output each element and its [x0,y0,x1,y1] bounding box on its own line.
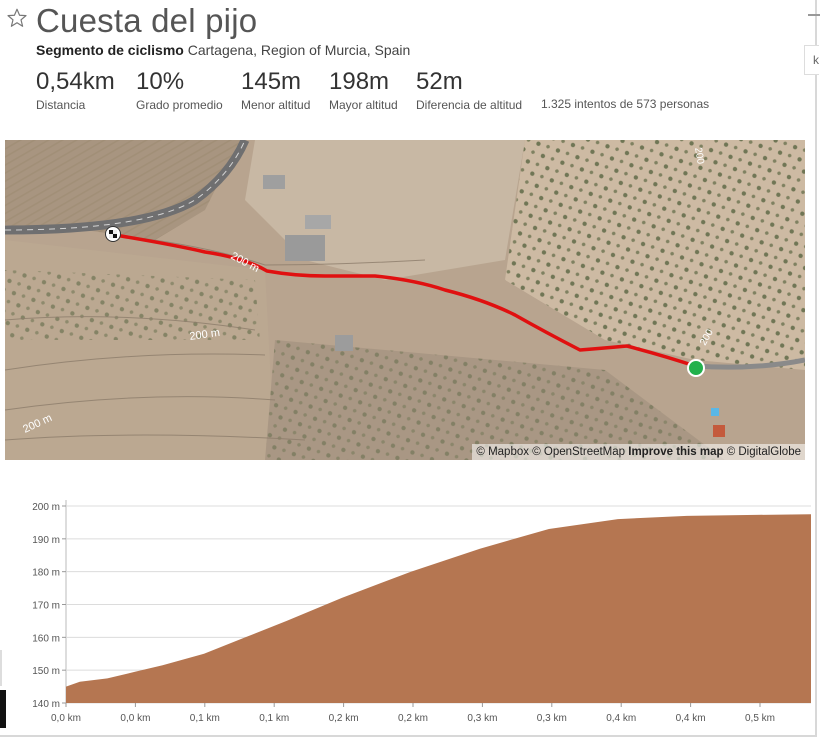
stat-label: Grado promedio [136,98,223,112]
x-tick-label: 0,0 km [51,713,81,724]
x-tick-label: 0,5 km [745,713,775,724]
x-tick-label: 0,4 km [676,713,706,724]
elevation-profile-chart: 140 m 150 m 160 m 170 m 180 m 190 m 200 m 0,0 … [0,488,823,741]
stat-max-altitude: 198m Mayor altitud [329,68,398,113]
start-marker-icon[interactable] [687,359,705,377]
side-tab-label: k [813,53,819,67]
side-road [694,357,805,370]
road-markings [5,140,246,231]
attribution-mapbox-link[interactable]: © Mapbox [476,446,529,458]
x-tick-label: 0,1 km [259,713,289,724]
stat-label: Mayor altitud [329,98,398,112]
y-tick-label: 160 m [32,633,60,644]
stat-label: Menor altitud [241,98,311,112]
building [305,215,331,229]
contour-line [114,234,426,266]
contour-line [5,316,256,331]
elevation-chart-svg: 140 m 150 m 160 m 170 m 180 m 190 m 200 m 0,0 … [32,500,811,724]
attempts-count: 1.325 intentos de 573 personas [541,97,710,111]
orchard-trees [505,140,805,370]
side-tab[interactable]: k [804,45,819,75]
x-tick-label: 0,3 km [537,713,567,724]
stat-value: 10% [136,68,185,95]
edge-artifact [0,650,2,686]
contour-label: 200 m [189,327,221,343]
finish-flag-icon[interactable] [105,226,121,242]
roof [713,425,725,437]
route-line [113,233,697,368]
stat-value: 198m [329,68,390,95]
contour-line [5,353,266,371]
y-tick-label: 200 m [32,502,60,513]
valley-trees [265,340,725,460]
contour-label: 200 [692,147,706,166]
stat-value: 0,54km [36,68,115,95]
segment-title: Cuesta del pijo [36,2,258,39]
y-tick-label: 170 m [32,601,60,612]
x-tick-label: 0,2 km [329,713,359,724]
terrain-field-rows [5,140,240,240]
pool [711,408,719,416]
hill-trees [5,270,260,340]
attribution-digitalglobe-link[interactable]: © DigitalGlobe [726,446,801,458]
elevation-area [66,514,811,703]
y-tick-label: 150 m [32,666,60,677]
stat-distance: 0,54km Distancia [36,68,115,113]
y-tick-label: 140 m [32,699,60,710]
x-tick-label: 0,2 km [398,713,428,724]
segment-location: Cartagena, Region of Murcia, Spain [187,42,411,58]
x-tick-label: 0,3 km [467,713,497,724]
improve-map-link[interactable]: Improve this map [628,446,724,458]
building [335,335,353,351]
edge-artifact [0,690,6,728]
x-tick-label: 0,1 km [190,713,220,724]
x-tick-label: 0,0 km [120,713,150,724]
segment-type: Segmento de ciclismo [36,42,184,58]
building [285,235,325,261]
stat-value: 145m [241,68,302,95]
star-outline-icon[interactable] [6,7,28,29]
side-divider [808,14,820,16]
y-tick-label: 190 m [32,535,60,546]
contour-line [5,396,276,411]
stat-elevation-diff: 52m Diferencia de altitud [416,68,522,113]
stat-grade: 10% Grado promedio [136,68,223,113]
y-tick-label: 180 m [32,568,60,579]
stat-label: Distancia [36,98,86,112]
attribution-osm-link[interactable]: © OpenStreetMap [532,446,626,458]
satellite-map: 200 m 200 m 200 m 200 200 [5,140,805,460]
stat-label: Diferencia de altitud [416,98,523,112]
map-attribution: © Mapbox © OpenStreetMap Improve this ma… [472,444,805,460]
building [263,175,285,189]
segment-subtitle: Segmento de ciclismo Cartagena, Region o… [36,42,410,58]
contour-line [5,434,306,441]
stat-value: 52m [416,68,463,95]
stat-min-altitude: 145m Menor altitud [241,68,310,113]
segment-map[interactable]: 200 m 200 m 200 m 200 200 © Mapbox © Ope… [5,140,805,460]
x-tick-label: 0,4 km [606,713,636,724]
